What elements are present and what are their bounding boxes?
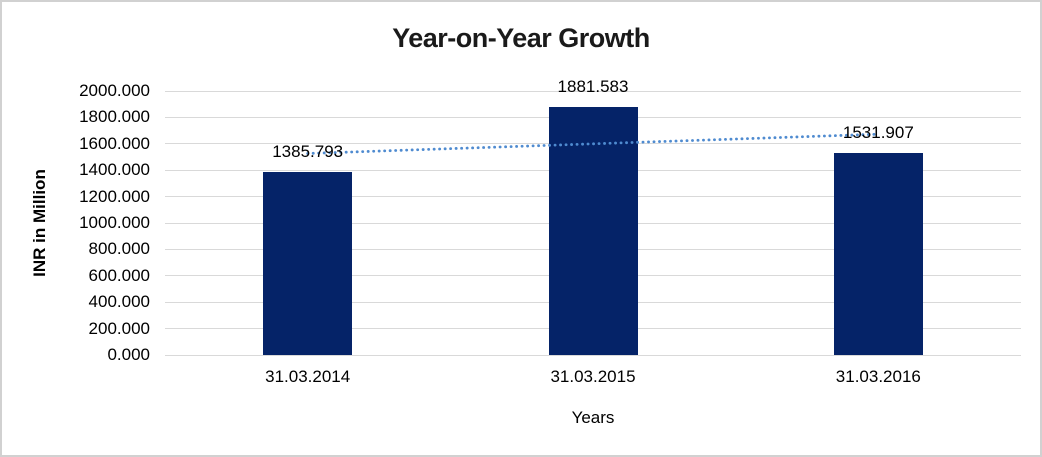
y-tick-label: 1200.000 bbox=[79, 186, 150, 206]
y-gridline bbox=[165, 354, 1021, 356]
y-tick-label: 800.000 bbox=[88, 239, 150, 259]
y-tick-label: 0.000 bbox=[107, 345, 150, 364]
y-tick-label: 1400.000 bbox=[79, 160, 150, 180]
x-tick-label: 31.03.2015 bbox=[550, 367, 636, 386]
y-tick-label: 600.000 bbox=[88, 265, 150, 285]
x-axis-title: Years bbox=[571, 408, 615, 427]
bar-data-label: 1385.793 bbox=[272, 142, 344, 162]
bar-data-label: 1881.583 bbox=[557, 76, 629, 96]
bar-data-label: 1531.907 bbox=[842, 122, 914, 142]
x-tick-label: 31.03.2016 bbox=[835, 367, 921, 386]
y-tick-label: 2000.000 bbox=[79, 81, 150, 100]
y-tick-label: 400.000 bbox=[88, 292, 150, 312]
y-tick-label: 200.000 bbox=[88, 318, 150, 338]
x-tick-label: 31.03.2014 bbox=[265, 367, 351, 386]
y-tick-label: 1600.000 bbox=[79, 133, 150, 153]
chart-title: Year-on-Year Growth bbox=[392, 23, 650, 53]
bar-31.03.2014 bbox=[263, 172, 353, 355]
y-tick-label: 1000.000 bbox=[79, 213, 150, 232]
y-tick-label: 1800.000 bbox=[79, 107, 150, 127]
bar-31.03.2016 bbox=[833, 152, 923, 355]
y-gridline bbox=[165, 90, 1021, 92]
